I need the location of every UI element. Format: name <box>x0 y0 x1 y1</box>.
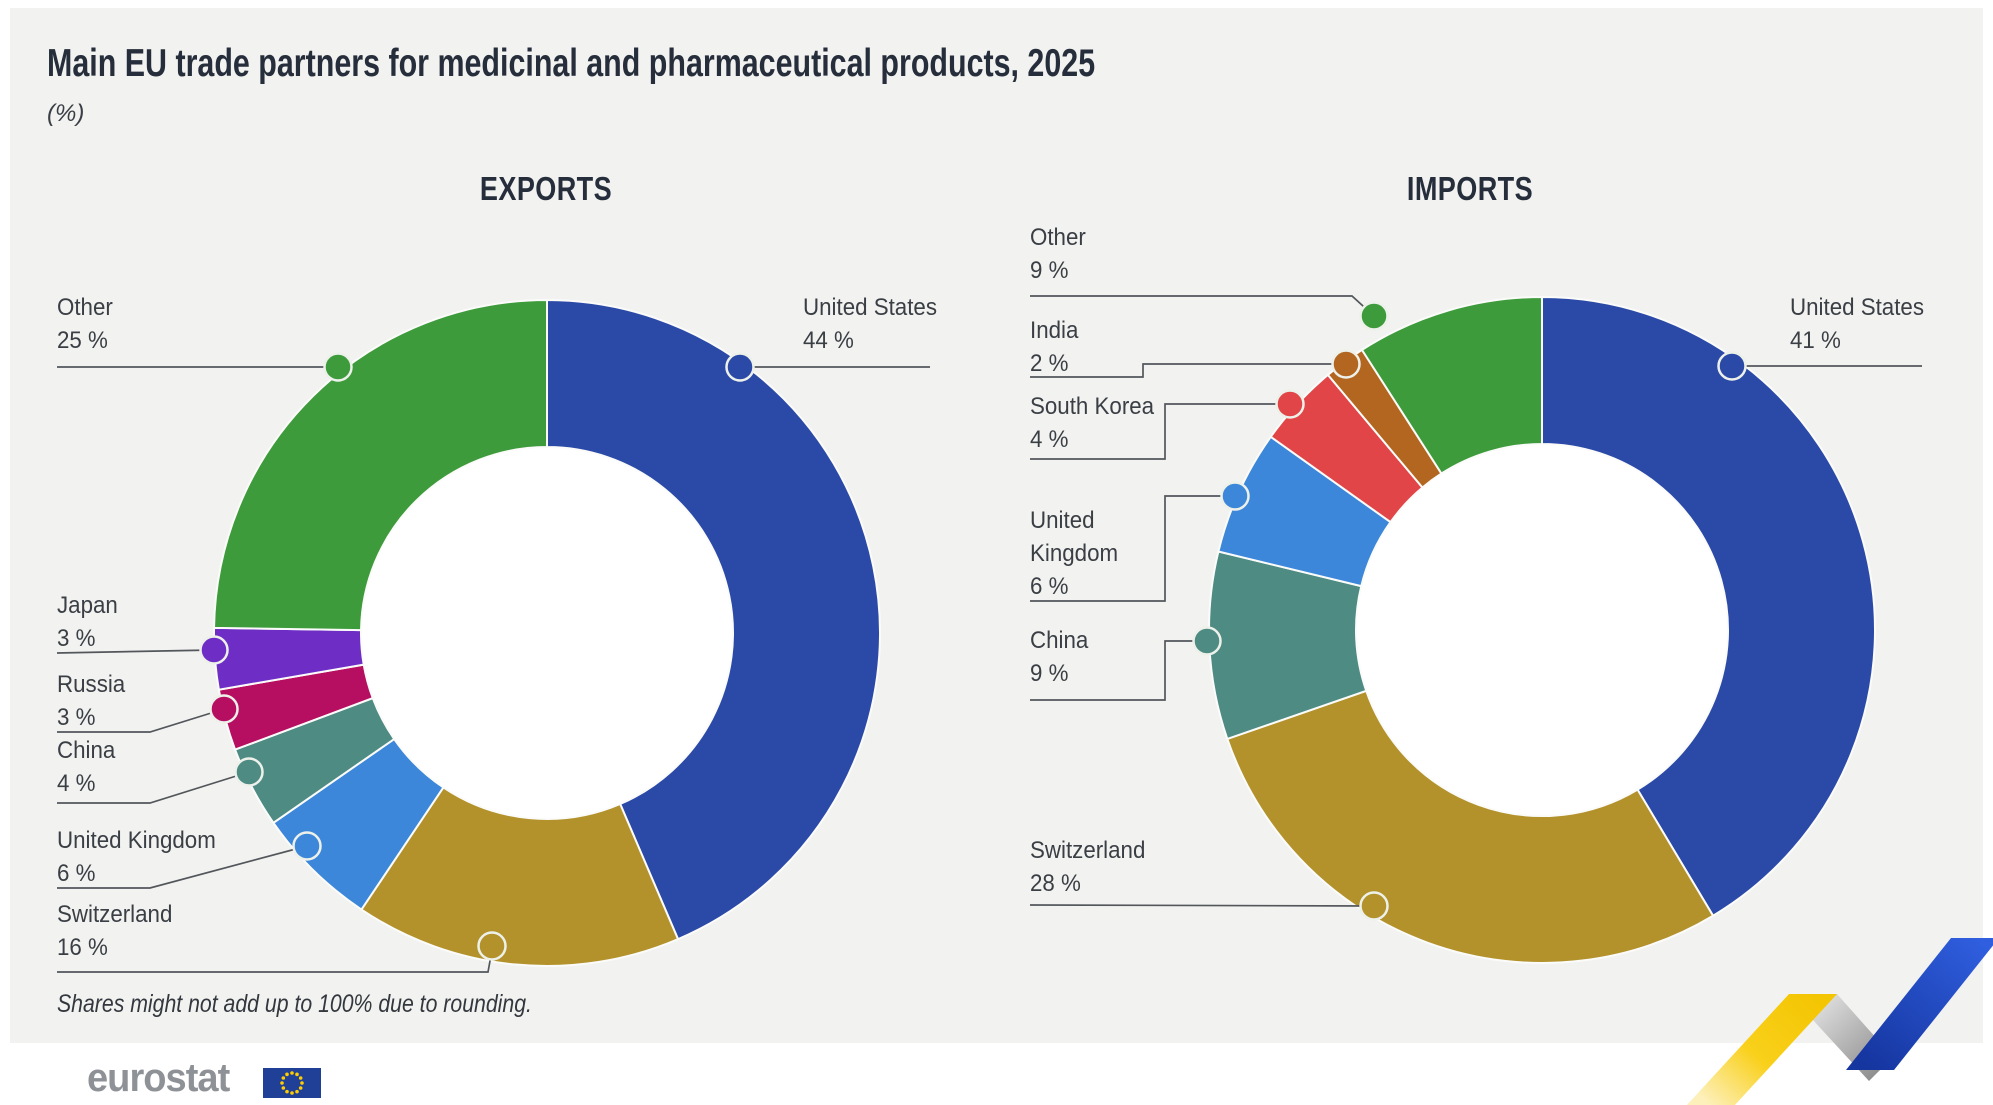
eu-flag-star <box>290 1091 294 1095</box>
leader-exports-united-kingdom <box>57 845 308 889</box>
eu-flag-star <box>285 1089 289 1094</box>
dot-exports-other <box>323 352 353 382</box>
label-value: 41 % <box>1790 327 1841 354</box>
label-exports-japan: Japan 3 % <box>57 589 290 655</box>
leader-imports-other <box>1030 295 1375 317</box>
label-value: 9 % <box>1030 257 1069 284</box>
dot-exports-russia <box>209 694 239 724</box>
label-name: Switzerland <box>57 901 173 928</box>
ribbon-blue-stripe <box>1846 938 1993 1070</box>
page-title: Main EU trade partners for medicinal and… <box>47 42 1096 85</box>
label-value: 6 % <box>57 860 96 887</box>
label-name: Switzerland <box>1030 837 1146 864</box>
eu-flag-star <box>295 1089 299 1094</box>
eu-flag-star <box>298 1076 303 1080</box>
dot-exports-china <box>234 757 264 787</box>
eurostat-wordmark: eurostat <box>87 1056 230 1100</box>
eu-flag-star <box>298 1086 303 1090</box>
label-exports-united-states: United States 44 % <box>803 291 1036 357</box>
footnote: Shares might not add up to 100% due to r… <box>57 990 532 1018</box>
label-value: 2 % <box>1030 350 1069 377</box>
leader-exports-china <box>57 771 250 804</box>
label-name: United States <box>803 294 938 321</box>
label-value: 28 % <box>1030 870 1081 897</box>
label-imports-other: Other 9 % <box>1030 221 1160 287</box>
label-name: United Kingdom <box>1030 507 1119 567</box>
label-name: Russia <box>57 671 126 698</box>
dot-imports-other <box>1359 301 1389 331</box>
label-imports-india: India 2 % <box>1030 314 1160 380</box>
eu-flag-icon <box>263 1068 321 1098</box>
dot-imports-india <box>1331 349 1361 379</box>
eu-flag-star <box>281 1076 286 1080</box>
eu-flag-star <box>281 1086 286 1090</box>
label-name: Other <box>1030 224 1086 251</box>
dot-exports-united-kingdom <box>292 831 322 861</box>
label-name: Japan <box>57 592 118 619</box>
eu-flag-star <box>290 1071 294 1075</box>
imports-heading: IMPORTS <box>1406 170 1534 207</box>
ribbon-yellow-stripe <box>1686 994 1837 1105</box>
leader-imports-switzerland <box>1029 904 1375 907</box>
label-exports-china: China 4 % <box>57 734 290 800</box>
leader-exports-japan <box>56 649 215 654</box>
label-value: 9 % <box>1030 660 1069 687</box>
dot-exports-switzerland <box>477 931 507 961</box>
slice-imports-switzerland <box>1226 689 1715 964</box>
leader-imports-south-korea <box>1030 403 1290 460</box>
label-value: 3 % <box>57 704 96 731</box>
label-name: China <box>57 737 116 764</box>
label-imports-united-kingdom: United Kingdom 6 % <box>1030 504 1160 603</box>
label-value: 4 % <box>57 770 96 797</box>
leader-imports-india <box>1030 363 1346 378</box>
label-name: China <box>1030 627 1089 654</box>
label-imports-china: China 9 % <box>1030 624 1160 690</box>
label-value: 4 % <box>1030 426 1069 453</box>
slice-exports-other <box>213 298 548 632</box>
label-exports-switzerland: Switzerland 16 % <box>57 898 290 964</box>
leader-exports-russia <box>57 708 225 733</box>
label-name: South Korea <box>1030 393 1155 420</box>
label-imports-south-korea: South Korea 4 % <box>1030 390 1216 456</box>
label-name: United Kingdom <box>57 827 216 854</box>
eu-flag-star <box>285 1072 289 1077</box>
label-value: 16 % <box>57 934 108 961</box>
label-value: 44 % <box>803 327 854 354</box>
unit-label: (%) <box>47 100 85 127</box>
slice-imports-other <box>1360 295 1543 475</box>
dot-imports-china <box>1192 626 1222 656</box>
dot-imports-united-kingdom <box>1220 481 1250 511</box>
dot-imports-united-states <box>1717 351 1747 381</box>
eurostat-ribbon-decoration <box>1686 938 1993 1105</box>
label-exports-united-kingdom: United Kingdom 6 % <box>57 824 290 890</box>
label-name: India <box>1030 317 1079 344</box>
label-exports-russia: Russia 3 % <box>57 668 290 734</box>
label-value: 3 % <box>57 625 96 652</box>
dot-imports-south-korea <box>1275 389 1305 419</box>
eu-flag-star <box>295 1072 299 1077</box>
label-imports-switzerland: Switzerland 28 % <box>1030 834 1235 900</box>
label-exports-other: Other 25 % <box>57 291 290 357</box>
eu-flag-star <box>300 1081 304 1085</box>
slice-imports-united-states <box>1541 295 1876 918</box>
leader-imports-united-kingdom <box>1030 495 1235 602</box>
dot-imports-switzerland <box>1359 891 1389 921</box>
dot-exports-japan <box>199 635 229 665</box>
label-name: United States <box>1790 294 1925 321</box>
dot-exports-united-states <box>725 352 755 382</box>
slice-exports-switzerland <box>360 786 680 967</box>
eu-flag-star <box>280 1081 284 1085</box>
slice-exports-united-states <box>546 298 881 941</box>
exports-heading: EXPORTS <box>479 170 613 207</box>
leader-imports-china <box>1030 640 1207 701</box>
label-value: 25 % <box>57 327 108 354</box>
label-value: 6 % <box>1030 573 1069 600</box>
label-name: Other <box>57 294 113 321</box>
label-imports-united-states: United States 41 % <box>1790 291 1993 357</box>
